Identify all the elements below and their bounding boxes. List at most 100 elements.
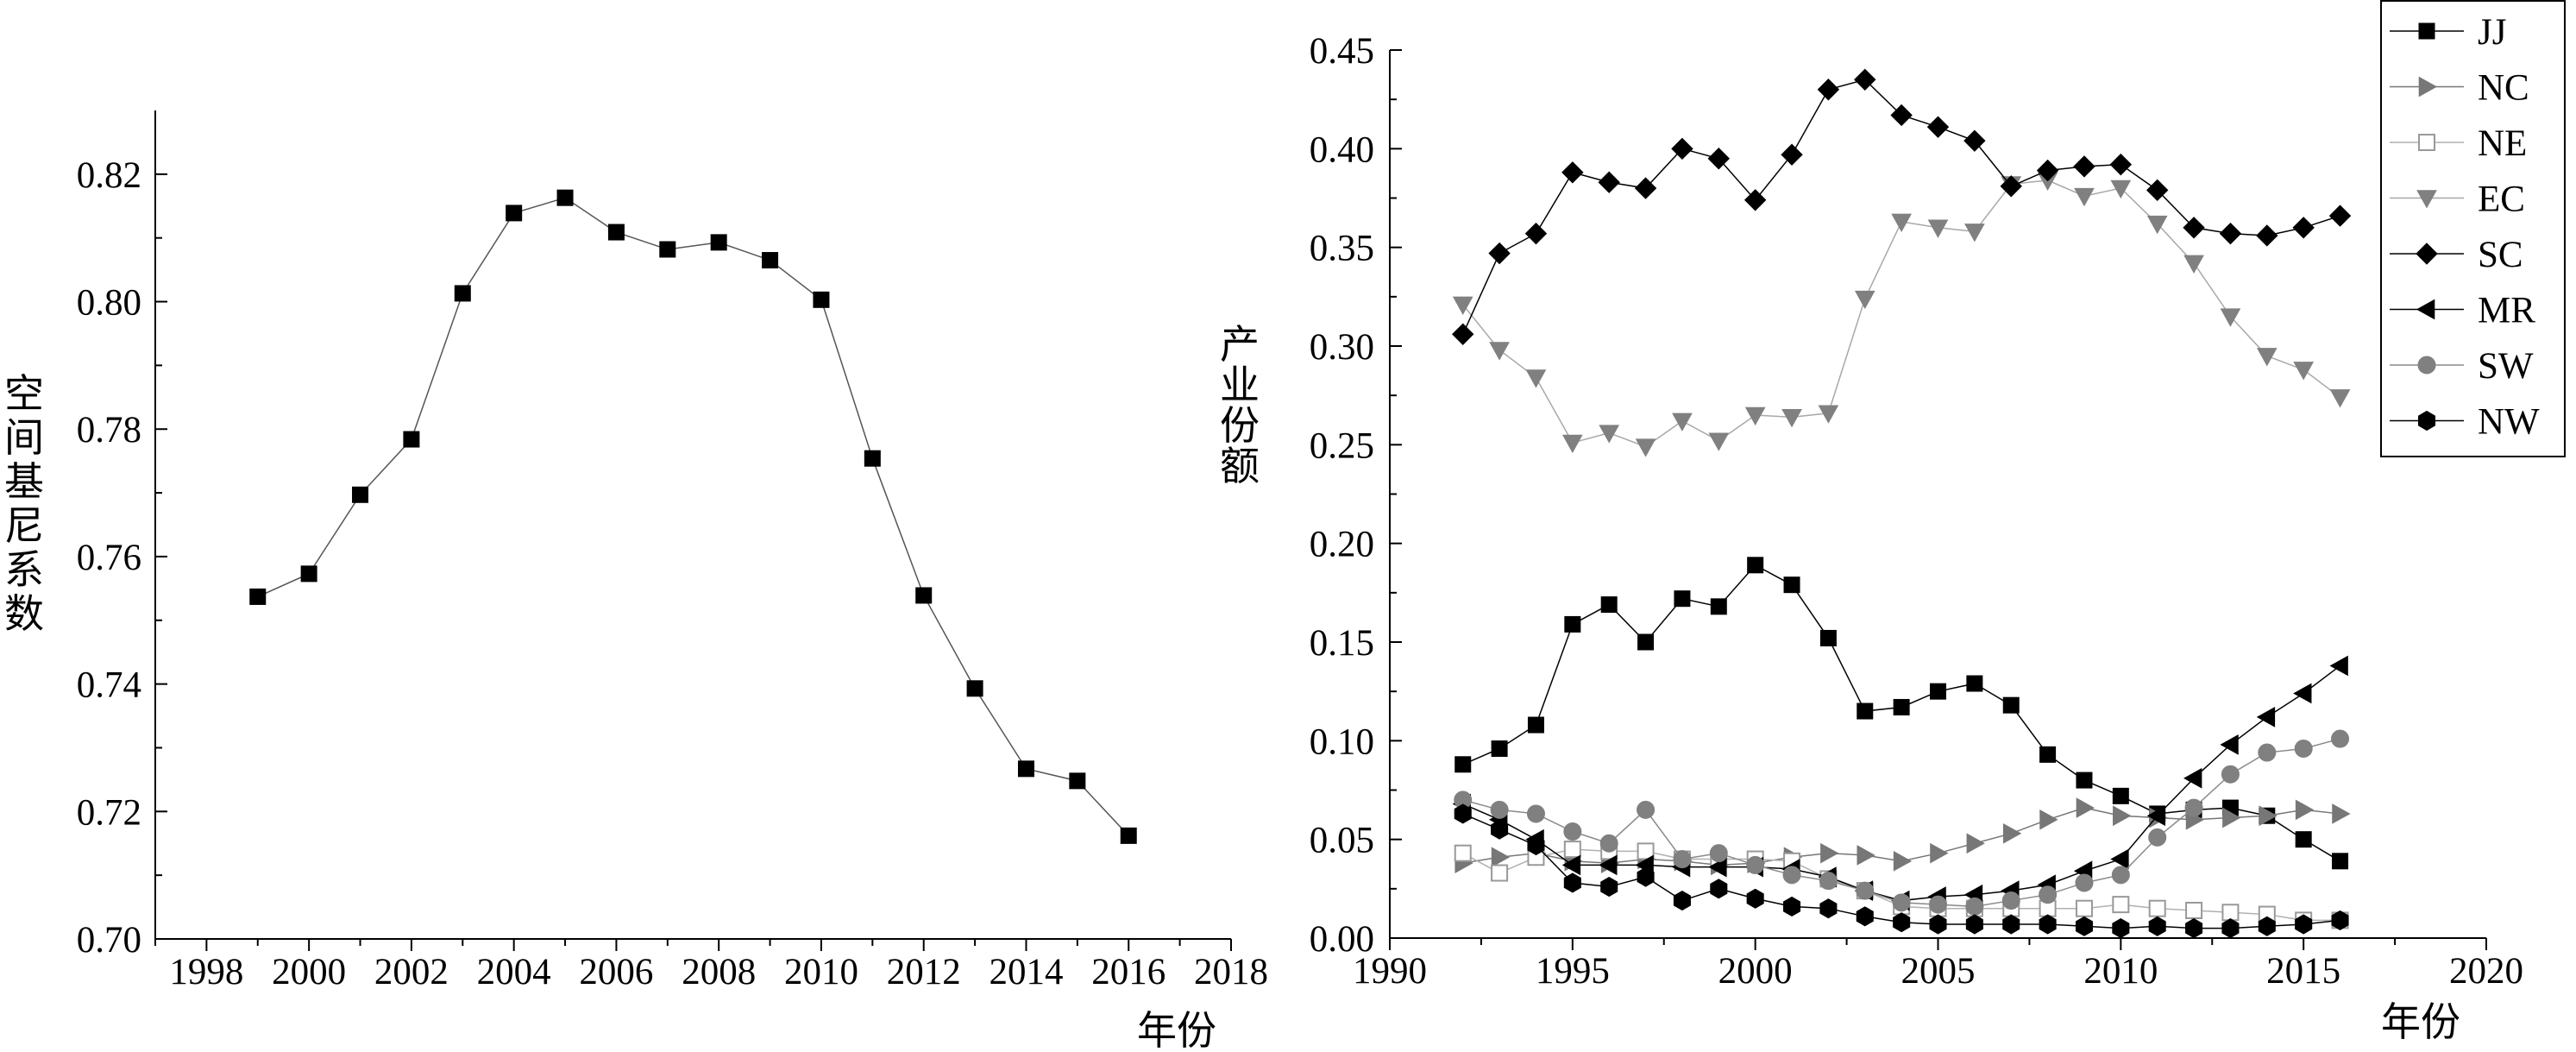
data-point-sc — [2146, 179, 2169, 202]
legend-label-ec: EC — [2478, 180, 2525, 220]
data-point-ec — [2183, 255, 2204, 274]
data-point-mr — [2293, 683, 2312, 704]
data-point-nc — [1491, 847, 1511, 868]
data-point-nw — [1929, 914, 1947, 935]
data-point-jj — [1527, 716, 1544, 734]
right-x-tick-label: 2020 — [2449, 951, 2523, 992]
data-point-sc — [2219, 222, 2242, 245]
left-data-point — [352, 486, 369, 503]
data-point-sw — [1819, 872, 1838, 891]
data-point-sw — [2075, 873, 2094, 892]
data-point-ne — [1454, 844, 1472, 862]
data-point-jj — [2112, 787, 2129, 804]
data-point-sc — [1707, 148, 1731, 170]
data-point-ec — [1635, 438, 1656, 457]
data-point-ec — [1891, 213, 1912, 232]
legend-label-sw: SW — [2478, 346, 2534, 387]
series-nw — [1454, 803, 2349, 939]
data-point-sc — [1890, 104, 1913, 127]
left-data-point — [915, 587, 933, 604]
data-point-ec — [1854, 290, 1875, 310]
data-point-ec — [1781, 409, 1802, 428]
data-point-ne — [1563, 841, 1581, 859]
data-point-mr — [1708, 856, 1727, 878]
data-point-sc — [1744, 189, 1767, 211]
left-series-layer — [249, 189, 1137, 844]
right-y-tick-label: 0.45 — [1310, 31, 1374, 72]
series-ec — [1452, 172, 2351, 457]
data-point-nc — [1820, 842, 1839, 864]
data-point-ne — [2221, 904, 2240, 922]
data-point-ne — [2185, 901, 2203, 919]
data-point-sw — [2221, 765, 2240, 784]
data-point-sw — [2258, 743, 2277, 762]
data-point-sc — [2183, 217, 2205, 239]
left-y-axis-label-char: 基 — [4, 458, 44, 505]
left-data-point — [966, 680, 983, 697]
data-point-nc — [2039, 809, 2058, 830]
data-point-ec — [1452, 296, 1473, 316]
data-point-nc — [2332, 803, 2351, 824]
data-point-sw — [2331, 729, 2350, 748]
left-y-tick-label: 0.74 — [77, 665, 141, 706]
left-x-tick-label: 1998 — [169, 952, 243, 992]
left-y-axis-label-char: 尼 — [4, 502, 44, 549]
data-point-sw — [2001, 891, 2020, 910]
right-y-tick-label: 0.00 — [1310, 919, 1374, 960]
data-point-sc — [1598, 171, 1620, 193]
data-point-sc — [1488, 242, 1511, 265]
series-jj — [1454, 557, 2349, 870]
data-point-nc — [1930, 842, 1949, 864]
left-x-tick-label: 2012 — [887, 952, 961, 992]
legend-marker-jj — [2418, 22, 2435, 40]
data-point-sw — [1892, 893, 1911, 912]
data-point-sw — [1965, 897, 1984, 916]
left-data-point — [249, 588, 267, 605]
data-point-nw — [1491, 819, 1509, 840]
right-x-axis-label: 年份 — [2381, 998, 2460, 1045]
data-point-mr — [1561, 854, 1581, 876]
data-point-nc — [2113, 805, 2132, 827]
legend-box — [2380, 0, 2566, 457]
left-data-point — [300, 565, 317, 583]
left-y-axis-label-char: 数 — [4, 590, 44, 637]
left-data-point — [607, 224, 625, 241]
data-point-nc — [2259, 805, 2278, 827]
data-point-sw — [2294, 739, 2313, 758]
right-x-tick-label: 1995 — [1536, 951, 1610, 992]
data-point-mr — [2183, 767, 2202, 789]
data-point-ec — [2256, 348, 2278, 367]
data-point-nw — [1637, 866, 1655, 887]
data-point-nw — [1600, 876, 1618, 898]
data-point-sw — [1746, 855, 1765, 874]
data-point-sc — [2292, 217, 2315, 239]
right-y-tick-label: 0.25 — [1310, 425, 1374, 466]
data-point-sw — [1637, 800, 1656, 819]
data-point-nw — [1710, 879, 1728, 899]
data-point-nw — [2112, 917, 2130, 939]
data-point-sw — [2148, 828, 2167, 847]
right-y-tick-label: 0.30 — [1310, 327, 1374, 368]
data-point-nc — [2076, 797, 2095, 818]
series-mr — [1452, 655, 2348, 911]
left-data-point — [1069, 772, 1086, 790]
left-data-point — [864, 450, 881, 467]
data-point-sw — [1490, 800, 1509, 819]
data-point-sc — [1817, 79, 1840, 101]
right-x-tick-label: 2015 — [2266, 951, 2340, 992]
data-point-ec — [2074, 187, 2095, 207]
data-point-nw — [2039, 914, 2057, 935]
right-y-tick-label: 0.05 — [1310, 821, 1374, 861]
data-point-nc — [2222, 807, 2241, 828]
data-point-nw — [1965, 914, 1983, 935]
left-x-tick-label: 2016 — [1091, 952, 1165, 992]
data-point-jj — [2295, 831, 2312, 848]
data-point-ec — [2110, 180, 2132, 199]
left-data-point — [1120, 827, 1137, 844]
data-point-mr — [2329, 655, 2348, 677]
data-point-sw — [1782, 866, 1801, 885]
data-point-jj — [1637, 633, 1655, 651]
left-y-tick-label: 0.70 — [77, 920, 141, 961]
data-point-sc — [1854, 68, 1876, 91]
